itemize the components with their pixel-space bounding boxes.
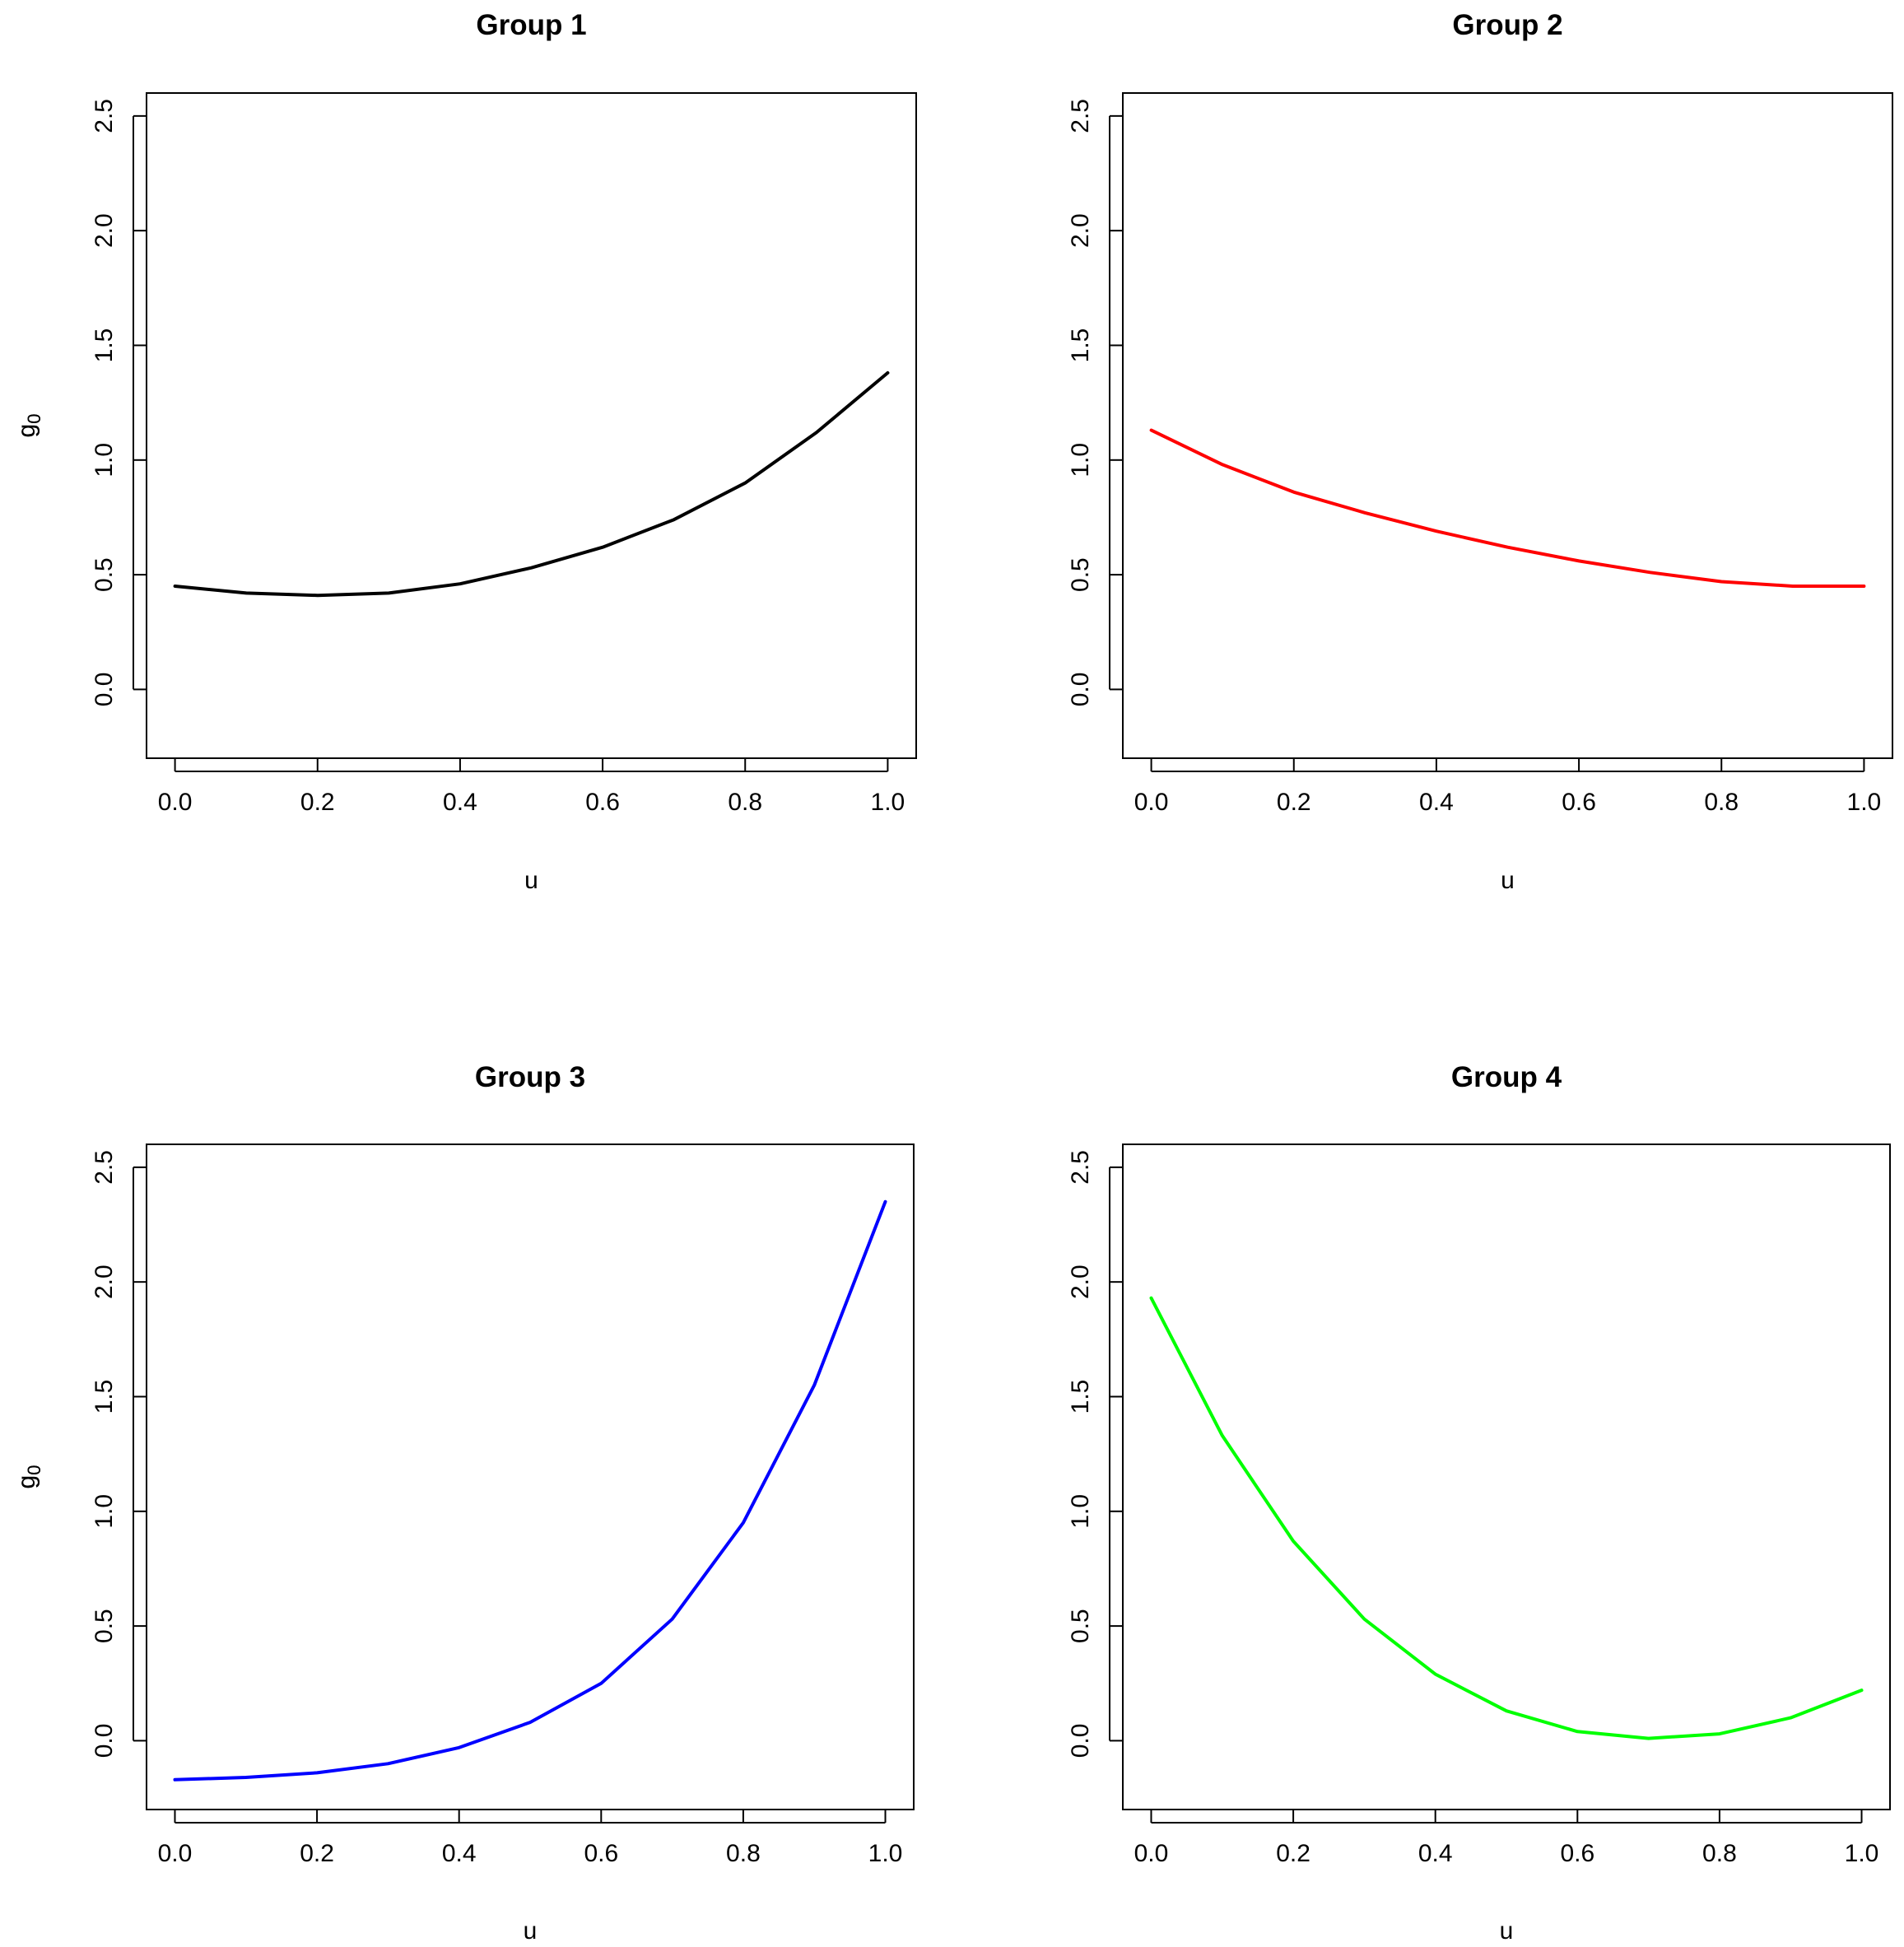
x-tick-label: 1.0 [871,789,905,816]
y-tick-label: 1.5 [1067,1380,1094,1414]
y-tick-label: 1.0 [91,443,118,477]
x-tick-label: 0.8 [728,789,762,816]
y-tick-label: 2.5 [91,1150,118,1185]
y-tick-label: 2.0 [1067,1265,1094,1299]
chart-panel-1: Group 1 0.0 0.2 0.4 0.6 0.8 1.0 0.0 0.5 1.0 1.5 2.0… [13,9,916,894]
x-axis-label: u [524,867,538,894]
chart-title: Group 4 [1451,1061,1562,1093]
x-tick-label: 0.8 [1702,1840,1737,1867]
series-line-1 [175,373,888,595]
y-tick-label: 0.5 [91,557,118,592]
y-tick-label: 1.5 [91,1380,118,1414]
y-tick-label: 0.0 [1067,673,1094,707]
y-tick-label: 1.0 [1067,443,1094,477]
chart-title: Group 2 [1452,9,1562,41]
x-axis-label: u [524,1917,538,1945]
series-line-1 [175,1202,886,1780]
x-tick-label: 0.8 [726,1840,761,1867]
x-tick-label: 0.6 [1560,1840,1594,1867]
x-tick-label: 0.6 [585,789,620,816]
x-tick-label: 0.0 [1134,1840,1169,1867]
y-axis-label: g0 [13,414,44,438]
y-axis-label: g0 [13,1465,44,1489]
plot-frame [147,93,916,758]
chart-title: Group 3 [475,1061,585,1093]
y-tick-label: 0.0 [91,673,118,707]
y-tick-label: 0.5 [1067,1609,1094,1643]
x-tick-label: 1.0 [1847,789,1882,816]
chart-panel-2: Group 2 0.0 0.2 0.4 0.6 0.8 1.0 0.0 0.5 1.0 1.5 2.0… [13,9,1892,894]
y-tick-label: 0.5 [91,1609,118,1643]
x-tick-label: 1.0 [868,1840,903,1867]
x-tick-label: 1.0 [1845,1840,1879,1867]
chart-title: Group 1 [476,9,586,41]
x-tick-label: 0.8 [1704,789,1739,816]
x-tick-label: 0.2 [1276,1840,1310,1867]
x-axis-label: u [1501,867,1515,894]
x-tick-label: 0.4 [1418,1840,1453,1867]
x-tick-label: 0.2 [300,1840,334,1867]
y-tick-label: 0.0 [91,1724,118,1758]
chart-panel-3: Group 3 0.0 0.2 0.4 0.6 0.8 1.0 0.0 0.5 1.0 1.5 2.0… [13,1061,914,1945]
plot-frame [1123,93,1892,758]
x-tick-label: 0.4 [443,789,477,816]
x-tick-label: 0.6 [1562,789,1596,816]
x-tick-label: 0.6 [584,1840,618,1867]
y-tick-label: 2.0 [91,1265,118,1299]
y-tick-label: 0.5 [1067,557,1094,592]
y-tick-label: 2.5 [91,99,118,133]
x-tick-label: 0.4 [442,1840,477,1867]
y-tick-label: 0.0 [1067,1724,1094,1758]
y-tick-label: 2.0 [91,213,118,248]
x-axis-label: u [1500,1917,1514,1945]
y-tick-label: 1.0 [1067,1494,1094,1529]
y-tick-label: 2.5 [1067,99,1094,133]
series-line-1 [1152,431,1864,586]
x-tick-label: 0.2 [300,789,335,816]
series-line-1 [1152,1298,1862,1739]
y-tick-label: 2.0 [1067,213,1094,248]
plot-frame [147,1144,914,1810]
x-tick-label: 0.4 [1419,789,1454,816]
y-tick-label: 1.5 [91,328,118,363]
y-tick-label: 1.0 [91,1494,118,1529]
y-tick-label: 2.5 [1067,1150,1094,1185]
y-tick-label: 1.5 [1067,328,1094,363]
chart-panel-4: Group 4 0.0 0.2 0.4 0.6 0.8 1.0 0.0 0.5 1.0 1.5 2.0… [13,1061,1890,1945]
x-tick-label: 0.0 [158,789,193,816]
x-tick-label: 0.2 [1277,789,1311,816]
x-tick-label: 0.0 [1134,789,1169,816]
x-tick-label: 0.0 [158,1840,193,1867]
